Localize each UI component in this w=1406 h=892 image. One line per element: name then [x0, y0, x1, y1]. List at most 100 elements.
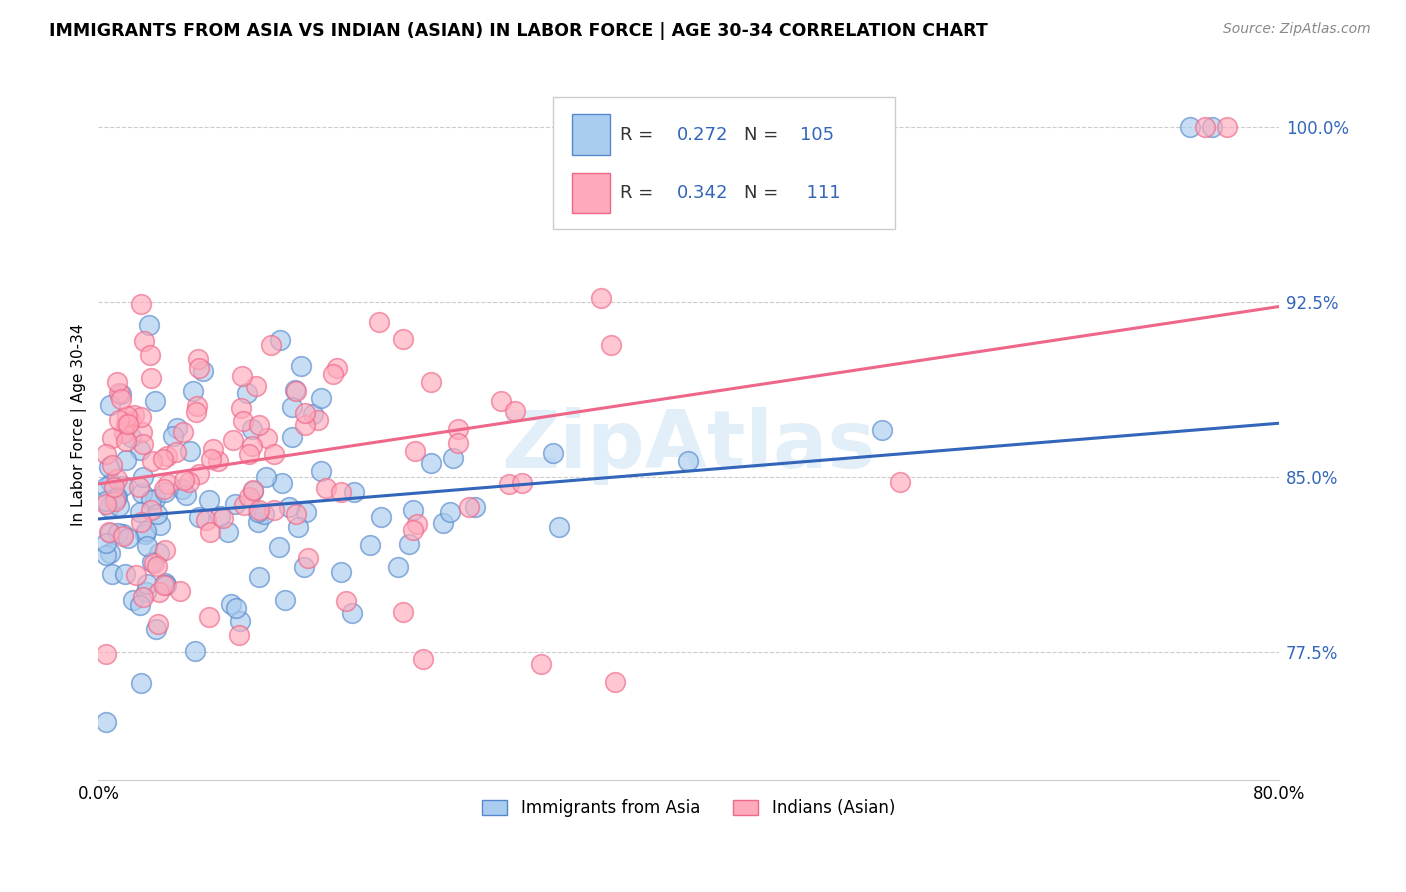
Point	[447, 422, 470, 436]
Point	[367, 315, 389, 329]
Point	[402, 523, 425, 537]
Point	[231, 369, 253, 384]
Point	[136, 539, 159, 553]
Point	[217, 525, 239, 540]
Text: R =: R =	[620, 184, 659, 202]
Point	[221, 597, 243, 611]
Point	[498, 476, 520, 491]
Point	[139, 371, 162, 385]
Point	[166, 420, 188, 434]
Point	[329, 484, 352, 499]
Point	[1180, 120, 1202, 134]
Text: IMMIGRANTS FROM ASIA VS INDIAN (ASIAN) IN LABOR FORCE | AGE 30-34 CORRELATION CH: IMMIGRANTS FROM ASIA VS INDIAN (ASIAN) I…	[49, 22, 988, 40]
Point	[117, 417, 139, 431]
Point	[156, 450, 179, 464]
Point	[232, 414, 254, 428]
Point	[162, 429, 184, 443]
Point	[108, 499, 131, 513]
Point	[530, 657, 553, 671]
Point	[98, 460, 121, 475]
Point	[96, 535, 118, 549]
Point	[457, 500, 479, 515]
Point	[100, 458, 122, 472]
Point	[392, 605, 415, 619]
Point	[238, 448, 260, 462]
Point	[398, 536, 420, 550]
Point	[172, 425, 194, 440]
Point	[889, 475, 911, 489]
Point	[330, 565, 353, 579]
Point	[404, 443, 426, 458]
Point	[94, 714, 117, 729]
Point	[198, 524, 221, 539]
Point	[124, 409, 146, 423]
Point	[94, 480, 117, 494]
Point	[870, 423, 893, 437]
Point	[249, 418, 271, 433]
Point	[148, 545, 170, 559]
Point	[100, 475, 122, 490]
Point	[419, 456, 441, 470]
Point	[309, 464, 332, 478]
Point	[242, 483, 264, 497]
Point	[281, 400, 304, 414]
Point	[191, 364, 214, 378]
Point	[132, 470, 155, 484]
Point	[420, 375, 443, 389]
Point	[225, 601, 247, 615]
Point	[322, 367, 344, 381]
Point	[181, 384, 204, 399]
Point	[103, 480, 125, 494]
Point	[600, 338, 623, 352]
Point	[179, 443, 201, 458]
Point	[97, 500, 120, 514]
Point	[94, 447, 117, 461]
Point	[464, 500, 486, 515]
Point	[98, 398, 121, 412]
Point	[152, 483, 174, 497]
Point	[229, 401, 252, 415]
Point	[173, 474, 195, 488]
Point	[325, 361, 347, 376]
Point	[187, 351, 209, 366]
Text: 105: 105	[800, 126, 834, 144]
Point	[146, 558, 169, 573]
Point	[281, 430, 304, 444]
Point	[359, 538, 381, 552]
Point	[131, 486, 153, 500]
Point	[110, 392, 132, 407]
Point	[115, 417, 138, 431]
Point	[188, 360, 211, 375]
Point	[138, 318, 160, 332]
Point	[129, 515, 152, 529]
Point	[152, 452, 174, 467]
Point	[307, 413, 329, 427]
Point	[146, 616, 169, 631]
Point	[510, 475, 533, 490]
Point	[148, 585, 170, 599]
Point	[412, 652, 434, 666]
Point	[141, 454, 163, 468]
Point	[112, 425, 135, 440]
Point	[132, 437, 155, 451]
Text: ZipAtlas: ZipAtlas	[502, 407, 876, 484]
Point	[212, 510, 235, 524]
Point	[129, 676, 152, 690]
Point	[236, 385, 259, 400]
Point	[107, 525, 129, 540]
Point	[149, 517, 172, 532]
Point	[253, 508, 276, 522]
Point	[297, 551, 319, 566]
Point	[110, 387, 132, 401]
Point	[278, 500, 301, 515]
Text: N =: N =	[744, 184, 785, 202]
Point	[256, 431, 278, 445]
Point	[676, 454, 699, 468]
Point	[285, 507, 308, 521]
Point	[245, 379, 267, 393]
Point	[186, 399, 208, 413]
Point	[335, 594, 357, 608]
Point	[184, 405, 207, 419]
Point	[247, 515, 270, 529]
Point	[115, 453, 138, 467]
